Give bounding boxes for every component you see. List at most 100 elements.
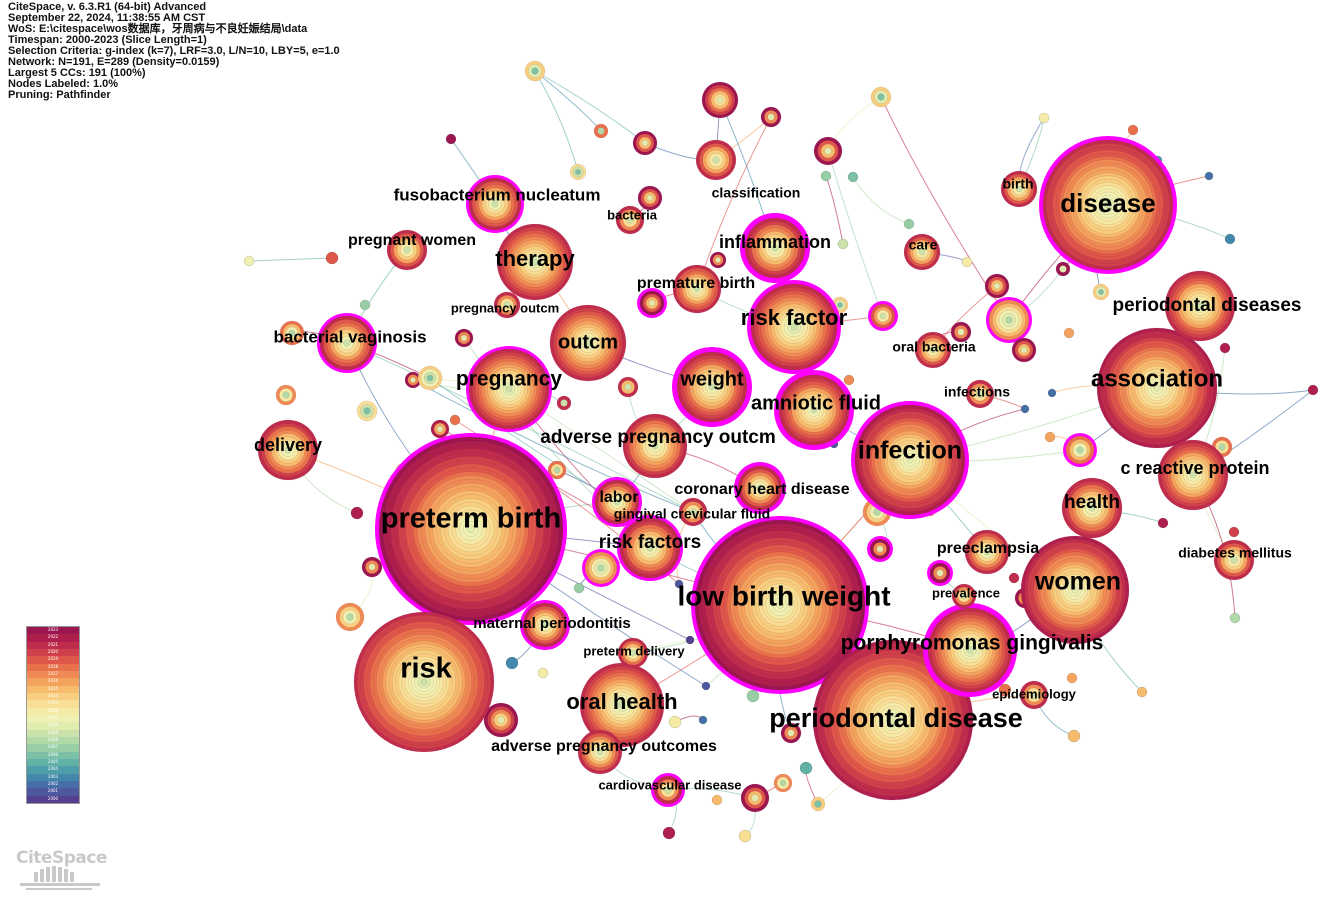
node-bubble xyxy=(843,374,855,386)
node-bubble xyxy=(1020,535,1130,645)
node-ring xyxy=(1076,446,1084,454)
network-edge xyxy=(248,257,333,262)
node-ring xyxy=(929,346,937,354)
node-label: delivery xyxy=(254,435,322,455)
node-ring xyxy=(1088,504,1096,512)
node-ring xyxy=(613,498,621,506)
node-bubble xyxy=(275,384,297,406)
node-bubble xyxy=(1067,729,1081,743)
node-bubble xyxy=(1307,384,1319,396)
node-bubble xyxy=(1157,517,1169,529)
node-label: epidemiology xyxy=(992,686,1077,701)
node-bubble xyxy=(870,86,892,108)
node-ring xyxy=(837,302,843,308)
legend-year-swatch: 2019 xyxy=(27,656,79,664)
legend-year-swatch: 2011 xyxy=(27,715,79,723)
node-ring xyxy=(618,701,626,709)
node-bubble xyxy=(927,560,953,586)
legend-year-swatch: 2017 xyxy=(27,671,79,679)
node-label: health xyxy=(1064,492,1120,513)
node-bubble xyxy=(774,370,854,450)
node-ring xyxy=(596,748,604,756)
node-ring xyxy=(584,339,592,347)
node-bubble xyxy=(617,376,639,398)
node-bubble xyxy=(579,662,665,748)
node-bubble xyxy=(466,175,524,233)
node-label: classification xyxy=(712,185,801,201)
node-label: adverse pregnancy outcomes xyxy=(491,738,717,755)
node-bubble xyxy=(662,826,676,840)
node-ring xyxy=(466,524,476,534)
node-label: risk factor xyxy=(741,305,848,330)
node-bubble xyxy=(356,400,378,422)
node-label: preeclampsia xyxy=(937,540,1039,557)
node-bubble xyxy=(711,794,723,806)
node-label: oral health xyxy=(566,689,677,714)
node-bubble xyxy=(1066,672,1078,684)
node-label: pregnancy outcm xyxy=(451,300,559,315)
node-bubble xyxy=(1157,439,1229,511)
node-label: pregnancy xyxy=(456,368,563,391)
node-bubble xyxy=(695,139,737,181)
legend-year-swatch: 2005 xyxy=(27,759,79,767)
node-bubble xyxy=(950,321,972,343)
node-label: oral bacteria xyxy=(892,339,975,355)
node-ring xyxy=(1030,691,1038,699)
node-bubble xyxy=(773,773,793,793)
node-ring xyxy=(1059,265,1067,273)
node-bubble xyxy=(577,729,623,775)
legend-year-swatch: 2020 xyxy=(27,649,79,657)
node-ring xyxy=(624,383,632,391)
legend-year-swatch: 2023 xyxy=(27,627,79,635)
legend-year-swatch: 2018 xyxy=(27,663,79,671)
node-ring xyxy=(553,466,561,474)
network-edge xyxy=(429,377,618,503)
network-labels: preterm birth low birth weight periodontal… xyxy=(254,176,1302,793)
node-bubble xyxy=(760,106,782,128)
node-ring xyxy=(1098,289,1104,295)
node-bubble xyxy=(701,681,711,691)
node-bubble xyxy=(746,689,760,703)
node-label: cardiovascular disease xyxy=(598,777,741,792)
legend-year-swatch: 2003 xyxy=(27,773,79,781)
node-bubble xyxy=(493,291,521,319)
node-bubble xyxy=(243,255,255,267)
node-bubble xyxy=(573,582,585,594)
node-bubble xyxy=(1019,680,1049,710)
network-edge xyxy=(852,176,910,225)
network-edge xyxy=(534,70,646,144)
node-bubble xyxy=(964,529,1010,575)
node-bubble xyxy=(386,229,428,271)
node-ring xyxy=(993,282,1001,290)
node-ring xyxy=(879,312,887,320)
node-label: preterm birth xyxy=(381,503,561,535)
node-bubble xyxy=(951,583,977,609)
node-ring xyxy=(716,96,724,104)
node-bubble xyxy=(1164,270,1236,342)
citespace-logo-text: CiteSpace xyxy=(16,848,107,868)
node-bubble xyxy=(903,233,941,271)
node-ring xyxy=(1104,201,1112,209)
node-ring xyxy=(560,399,568,407)
node-label: women xyxy=(1034,568,1121,596)
node-ring xyxy=(787,729,795,737)
node-ring xyxy=(906,456,914,464)
node-ring xyxy=(497,716,505,724)
parameter-line: Pruning: Pathfinder xyxy=(8,89,111,101)
node-label: amniotic fluid xyxy=(751,392,881,414)
node-ring xyxy=(491,200,499,208)
parameter-line: Network: N=191, E=289 (Density=0.0159) xyxy=(8,56,220,68)
node-ring xyxy=(651,442,659,450)
node-ring xyxy=(889,716,897,724)
node-ring xyxy=(531,258,539,266)
node-ring xyxy=(957,328,965,336)
node-ring xyxy=(1071,586,1079,594)
node-bubble xyxy=(1008,572,1020,584)
node-bubble xyxy=(709,251,727,269)
node-ring xyxy=(877,93,885,101)
node-bubble xyxy=(1011,337,1037,363)
node-bubble xyxy=(569,163,587,181)
node-bubble xyxy=(984,273,1010,299)
node-bubble xyxy=(359,299,371,311)
legend-year-swatch: 2014 xyxy=(27,693,79,701)
